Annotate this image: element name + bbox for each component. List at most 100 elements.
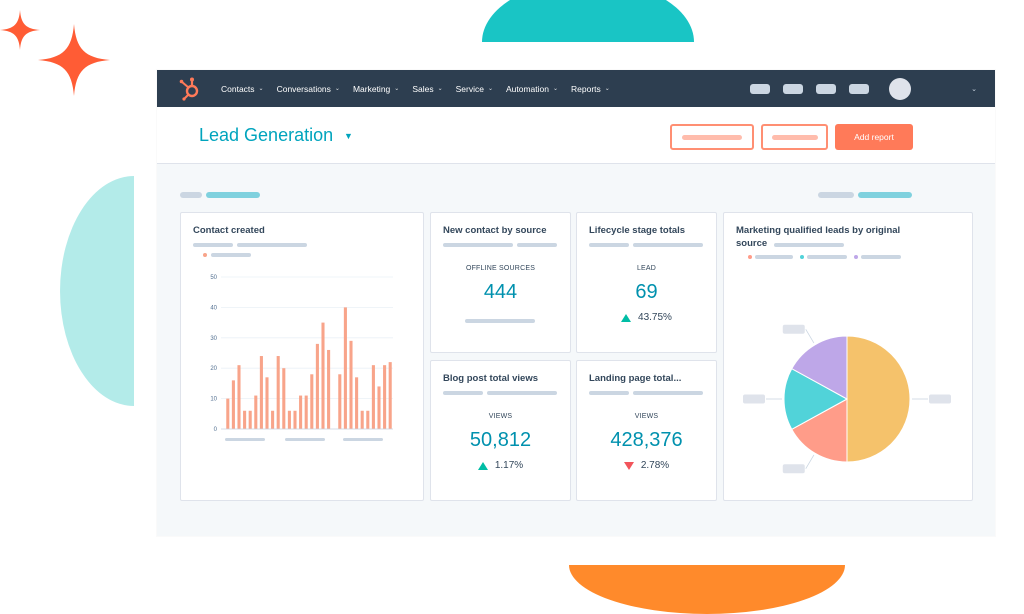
chevron-down-icon: ⌄ <box>552 86 559 92</box>
metric-change: 43.75% <box>577 312 716 323</box>
metric-value: 50,812 <box>469 429 532 451</box>
caption-placeholder <box>465 319 535 323</box>
legend-dot <box>854 255 858 259</box>
legend-dot <box>203 253 207 257</box>
bar <box>293 410 297 429</box>
bar <box>321 322 325 429</box>
contact-created-bar-chart: 0 10 20 30 40 50 <box>210 275 393 441</box>
pie-label-placeholder <box>782 464 805 474</box>
sparkle-small-icon <box>0 10 40 50</box>
bar <box>226 398 230 429</box>
bar <box>231 380 235 429</box>
pie-leader-line <box>805 329 815 344</box>
orange-semicircle-bottom <box>569 565 845 614</box>
card-title: Blog post total views <box>443 373 539 384</box>
subtitle-placeholder <box>443 391 483 395</box>
caret-down-icon[interactable]: ▼ <box>344 131 353 141</box>
chevron-down-icon: ⌄ <box>437 86 443 92</box>
bar <box>243 410 247 429</box>
page-title[interactable]: Lead Generation <box>199 125 334 145</box>
trend-up-icon <box>477 461 488 470</box>
bar <box>377 386 381 429</box>
nav-contacts[interactable]: Contacts ⌄ <box>221 83 264 94</box>
nav-reports[interactable]: Reports ⌄ <box>571 83 610 94</box>
y-tick-label: 0 <box>214 427 218 433</box>
hubspot-logo-icon[interactable] <box>177 76 203 102</box>
nav-utilities: ⌄ <box>737 77 995 100</box>
filter-pill[interactable] <box>180 192 202 198</box>
x-tick-placeholder <box>225 438 265 441</box>
trend-down-icon <box>623 461 634 470</box>
filter-pill[interactable] <box>818 192 854 198</box>
card-contact-created[interactable]: Contact created 0 10 20 30 40 50 <box>180 212 424 501</box>
y-tick-label: 10 <box>210 397 217 403</box>
subtitle-placeholder <box>774 243 844 247</box>
metric-label: LEAD <box>636 265 657 272</box>
add-report-button[interactable]: Add report <box>835 124 913 150</box>
nav-utility-placeholder[interactable] <box>816 83 837 94</box>
nav-sales[interactable]: Sales ⌄ <box>412 83 443 94</box>
nav-conversations[interactable]: Conversations ⌄ <box>276 83 340 94</box>
bar <box>276 356 280 429</box>
pie-slice <box>791 335 848 400</box>
nav-utility-placeholder[interactable] <box>849 83 870 94</box>
account-chevron-down-icon[interactable]: ⌄ <box>971 85 977 93</box>
card-new-contact-by-source[interactable]: New contact by source OFFLINE SOURCES 44… <box>430 212 571 353</box>
chevron-down-icon: ⌄ <box>334 86 340 92</box>
card-mql-by-source[interactable]: Marketing qualified leads by original so… <box>723 212 973 501</box>
bar <box>254 395 258 429</box>
nav-marketing[interactable]: Marketing ⌄ <box>352 83 400 94</box>
subtitle-placeholder <box>589 391 629 395</box>
filter-pill-active[interactable] <box>206 192 260 198</box>
card-title: Marketing qualified leads by original so… <box>736 225 901 249</box>
avatar[interactable] <box>889 77 912 100</box>
legend-label-placeholder <box>861 255 901 259</box>
card-landing-page-total[interactable]: Landing page total... VIEWS 428,376 2.78… <box>576 360 717 501</box>
filter-pills-right <box>818 192 912 198</box>
pie-slice <box>791 398 848 463</box>
subtitle-placeholder <box>487 391 557 395</box>
legend-label-placeholder <box>211 253 251 257</box>
filter-pill-active[interactable] <box>858 192 912 198</box>
nav-service[interactable]: Service ⌄ <box>455 83 493 94</box>
bar <box>237 365 241 429</box>
card-title: New contact by source <box>443 225 547 236</box>
button-label-placeholder <box>771 134 818 140</box>
bar <box>327 349 331 429</box>
y-tick-label: 40 <box>210 305 217 311</box>
teal-semicircle-top <box>482 0 694 42</box>
subtitle-placeholder <box>633 243 703 247</box>
bar <box>299 395 303 429</box>
bar <box>271 410 275 429</box>
bar <box>304 395 308 429</box>
filter-button-placeholder[interactable] <box>670 124 754 150</box>
pie-label-placeholder <box>743 394 765 404</box>
pie-leader-line <box>805 454 815 469</box>
sparkle-large-icon <box>38 24 110 96</box>
bar <box>366 410 370 429</box>
card-blog-post-total-views[interactable]: Blog post total views VIEWS 50,812 1.17% <box>430 360 571 501</box>
chevron-down-icon: ⌄ <box>394 86 400 92</box>
nav-utility-placeholder[interactable] <box>783 83 804 94</box>
nav-utility-placeholder[interactable] <box>750 83 771 94</box>
legend-label-placeholder <box>755 255 793 259</box>
bar <box>355 377 359 429</box>
card-title: Landing page total... <box>589 373 682 384</box>
bar <box>383 365 387 429</box>
dashboard-window: Contacts ⌄ Conversations ⌄ Marketing ⌄ Sale… <box>157 70 995 536</box>
card-lifecycle-stage-totals[interactable]: Lifecycle stage totals LEAD 69 43.75% <box>576 212 717 353</box>
bar <box>338 374 342 429</box>
metric-value: 428,376 <box>610 429 683 451</box>
legend-dot <box>748 255 752 259</box>
legend-label-placeholder <box>807 255 847 259</box>
bar <box>371 365 375 429</box>
nav-automation[interactable]: Automation ⌄ <box>505 83 559 94</box>
bar <box>343 307 347 429</box>
subtitle-placeholder <box>443 243 513 247</box>
pie-label-placeholder <box>782 324 805 334</box>
bar <box>310 374 314 429</box>
bar <box>259 356 263 429</box>
legend-dot <box>800 255 804 259</box>
metric-label: VIEWS <box>488 413 513 420</box>
share-button-placeholder[interactable] <box>761 124 828 150</box>
